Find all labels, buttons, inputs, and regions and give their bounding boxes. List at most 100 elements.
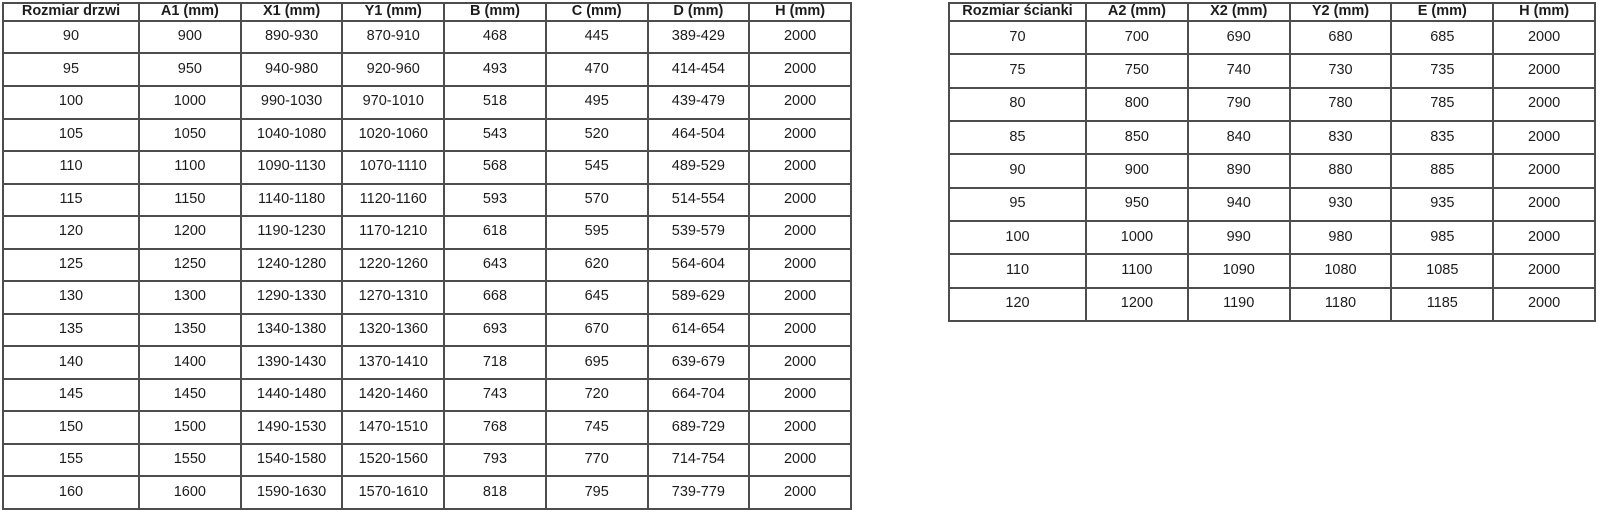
table-cell: 70 (948, 19, 1087, 56)
table-cell: 1340-1380 (239, 312, 344, 348)
table-row: 80 800 790 780 785 2000 (948, 86, 1596, 122)
table-cell: 785 (1390, 86, 1495, 122)
table-row: 110 1100 1090-1130 1070-1110 568 545 489-529 20… (2, 150, 852, 185)
table-cell: 1240-1280 (239, 247, 344, 283)
table-cell: 470 (544, 52, 649, 87)
table-cell: 1550 (138, 442, 242, 478)
table-cell: 664-704 (646, 377, 751, 413)
table-row: 90 900 890-930 870-910 468 445 389-429 2000 (2, 19, 852, 55)
table-row: 160 1600 1590-1630 1570-1610 818 795 739-779 20… (2, 475, 852, 510)
table-cell: 1085 (1390, 253, 1495, 289)
table-cell: 835 (1390, 119, 1495, 156)
table-cell: 830 (1288, 119, 1393, 156)
table-cell: 1420-1460 (341, 377, 446, 413)
table-cell: 2000 (748, 377, 852, 413)
table-cell: 2000 (1492, 86, 1596, 122)
column-header: A2 (mm) (1085, 2, 1189, 22)
table-cell: 1300 (138, 280, 242, 315)
table-cell: 720 (544, 377, 649, 413)
table-cell: 743 (443, 377, 547, 413)
table-cell: 2000 (748, 475, 852, 510)
table-cell: 1200 (1085, 286, 1189, 323)
table-cell: 2000 (748, 19, 852, 55)
table-cell: 95 (2, 52, 140, 87)
table-row: 70 700 690 680 685 2000 (948, 19, 1596, 56)
table-row: 105 1050 1040-1080 1020-1060 543 520 464-504 20… (2, 117, 852, 153)
table-cell: 685 (1390, 19, 1495, 56)
table-cell: 940 (1186, 186, 1291, 222)
table-cell: 593 (443, 182, 547, 218)
table-cell: 1370-1410 (341, 345, 446, 380)
table-cell: 145 (2, 377, 140, 413)
column-header: X2 (mm) (1186, 2, 1291, 22)
table-cell: 985 (1390, 219, 1495, 256)
table-cell: 2000 (748, 410, 852, 445)
table-row: 100 1000 990 980 985 2000 (948, 219, 1596, 256)
table-cell: 1040-1080 (239, 117, 344, 153)
table-cell: 1220-1260 (341, 247, 446, 283)
table-cell: 1590-1630 (239, 475, 344, 510)
table-cell: 614-654 (646, 312, 751, 348)
table-cell: 589-629 (646, 280, 751, 315)
table-cell: 1185 (1390, 286, 1495, 323)
table-cell: 735 (1390, 53, 1495, 89)
table-cell: 800 (1085, 86, 1189, 122)
table-cell: 2000 (748, 117, 852, 153)
table-cell: 1390-1430 (239, 345, 344, 380)
door-table-header: Rozmiar drzwi A1 (mm) X1 (mm) Y1 (mm) B (mm)… (2, 2, 852, 22)
column-header: E (mm) (1390, 2, 1495, 22)
table-cell: 840 (1186, 119, 1291, 156)
table-cell: 970-1010 (341, 85, 446, 120)
table-cell: 643 (443, 247, 547, 283)
table-cell: 680 (1288, 19, 1393, 56)
column-header: Y2 (mm) (1288, 2, 1393, 22)
table-row: 95 950 940 930 935 2000 (948, 186, 1596, 222)
table-cell: 1400 (138, 345, 242, 380)
table-cell: 770 (544, 442, 649, 478)
door-sizes-table: Rozmiar drzwi A1 (mm) X1 (mm) Y1 (mm) B (mm)… (2, 2, 852, 510)
table-cell: 468 (443, 19, 547, 55)
table-cell: 2000 (1492, 53, 1596, 89)
table-cell: 2000 (748, 247, 852, 283)
table-cell: 110 (948, 253, 1087, 289)
table-cell: 2000 (748, 52, 852, 87)
table-cell: 2000 (1492, 253, 1596, 289)
table-cell: 75 (948, 53, 1087, 89)
table-cell: 115 (2, 182, 140, 218)
table-cell: 439-479 (646, 85, 751, 120)
column-header: Rozmiar drzwi (2, 2, 140, 22)
table-cell: 1090 (1186, 253, 1291, 289)
table-cell: 750 (1085, 53, 1189, 89)
table-cell: 125 (2, 247, 140, 283)
table-cell: 2000 (748, 312, 852, 348)
table-cell: 1180 (1288, 286, 1393, 323)
column-header: Y1 (mm) (341, 2, 446, 22)
table-cell: 1070-1110 (341, 150, 446, 185)
table-cell: 95 (948, 186, 1087, 222)
table-cell: 595 (544, 215, 649, 250)
table-cell: 2000 (748, 182, 852, 218)
table-cell: 930 (1288, 186, 1393, 222)
wall-table-body: 70 700 690 680 685 2000 75 750 740 730 735 2000 80 80… (948, 19, 1596, 323)
column-header: C (mm) (544, 2, 649, 22)
table-cell: 85 (948, 119, 1087, 156)
column-header: Rozmiar ścianki (948, 2, 1087, 22)
table-cell: 110 (2, 150, 140, 185)
table-cell: 120 (948, 286, 1087, 323)
table-cell: 1540-1580 (239, 442, 344, 478)
table-cell: 514-554 (646, 182, 751, 218)
table-cell: 100 (2, 85, 140, 120)
table-cell: 2000 (748, 85, 852, 120)
table-cell: 90 (2, 19, 140, 55)
table-cell: 745 (544, 410, 649, 445)
table-cell: 564-604 (646, 247, 751, 283)
table-cell: 1600 (138, 475, 242, 510)
table-cell: 130 (2, 280, 140, 315)
table-cell: 1350 (138, 312, 242, 348)
door-table-body: 90 900 890-930 870-910 468 445 389-429 2000 95 95… (2, 19, 852, 510)
table-cell: 768 (443, 410, 547, 445)
table-cell: 935 (1390, 186, 1495, 222)
wall-table-header: Rozmiar ścianki A2 (mm) X2 (mm) Y2 (mm) E (m… (948, 2, 1596, 22)
table-row: 115 1150 1140-1180 1120-1160 593 570 514-554 20… (2, 182, 852, 218)
table-cell: 568 (443, 150, 547, 185)
